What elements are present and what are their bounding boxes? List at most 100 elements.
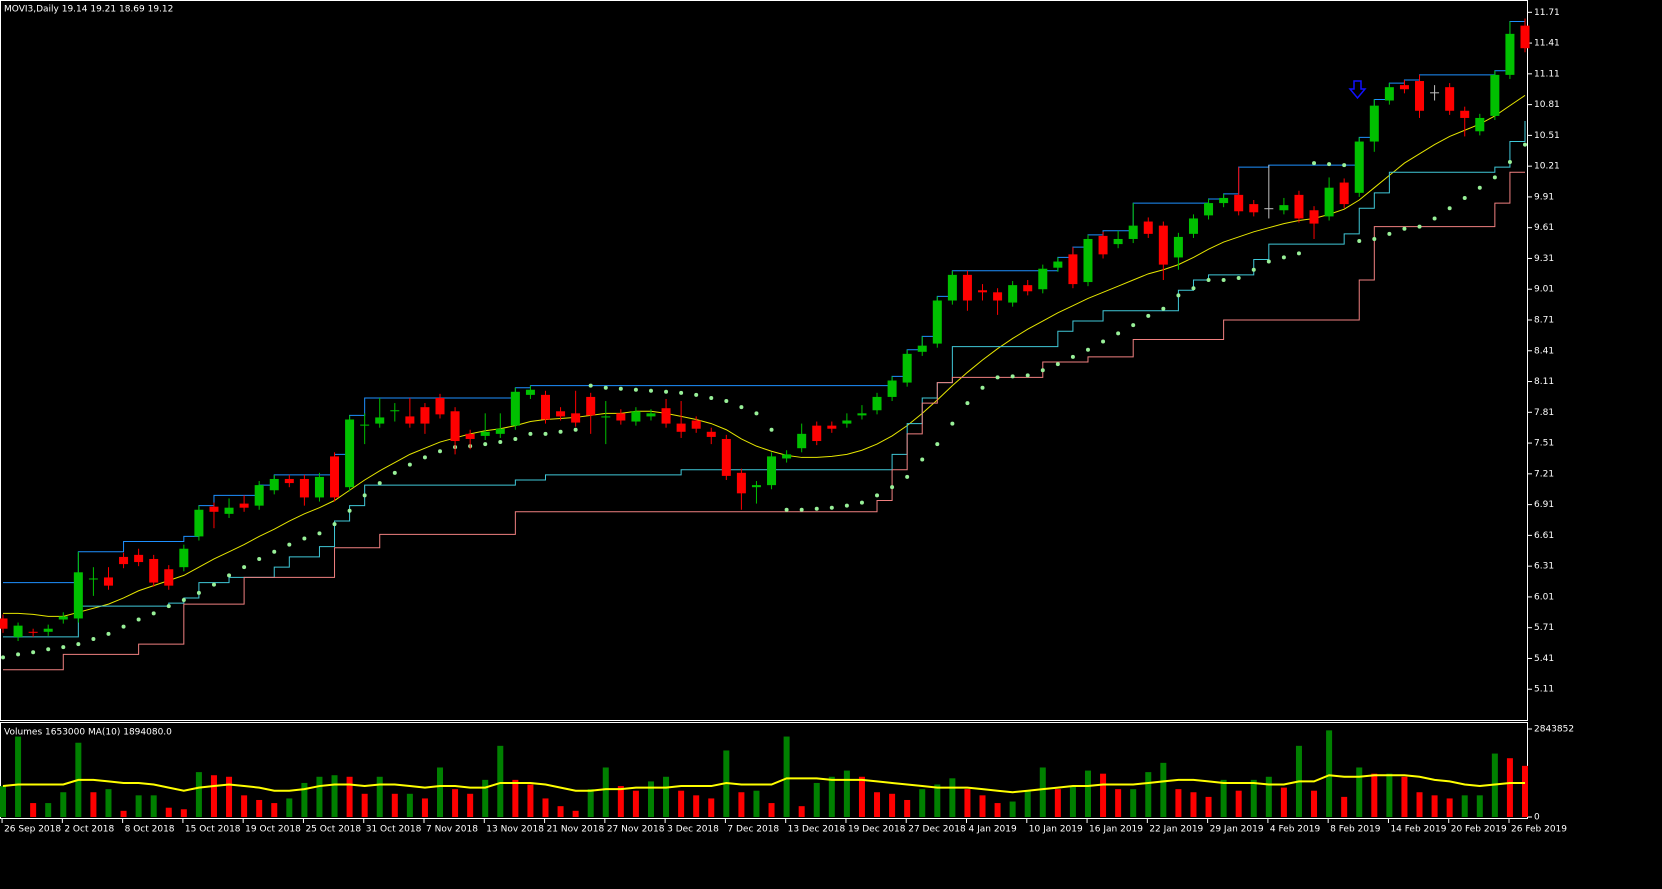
x-tick-label: 7 Nov 2018 [426,825,478,835]
x-tick-label: 27 Dec 2018 [908,825,966,835]
sar-dot [980,385,985,390]
candle-body [1475,117,1485,132]
volume-bar [843,770,850,817]
sar-dot [1523,142,1527,147]
sar-dot [317,531,322,536]
x-tick-label: 7 Dec 2018 [727,825,779,835]
x-tick-label: 4 Feb 2019 [1270,825,1321,835]
indicator-line [3,94,1526,617]
x-tick-label: 19 Dec 2018 [848,825,906,835]
y-tick-label: 9.91 [1534,192,1554,202]
sar-dot [1025,373,1030,378]
volume-bar [1054,789,1061,817]
sar-dot [1206,278,1211,282]
volume-bar [271,803,278,817]
candle-body [390,410,400,412]
volume-bar [768,803,775,817]
candle-body [254,485,264,506]
volume-bar [1386,773,1393,817]
sar-dot [227,573,232,578]
volume-bar [1069,786,1076,817]
volume-bar [1326,730,1333,817]
sar-dot [1116,331,1121,336]
y-tick-label: 10.81 [1534,100,1560,110]
sar-dot [1070,354,1075,359]
sar-dot [603,385,608,390]
candle-body [420,407,430,424]
candle-body [1339,182,1349,205]
volume-bar [889,793,896,817]
candle-body [646,413,656,417]
x-tick-label: 26 Feb 2019 [1511,825,1567,835]
candle-body [1143,221,1153,234]
sar-dot [709,395,714,400]
candle-body [842,420,852,424]
candle-body [917,345,927,352]
y-tick-label: 11.71 [1534,8,1560,18]
sar-dot [905,474,910,479]
candle-body [209,506,219,512]
candle-body [314,476,324,498]
x-tick-label: 31 Oct 2018 [366,825,422,835]
y-tick-label: 11.11 [1534,69,1560,79]
sar-dot [965,401,970,406]
candle-body [962,274,972,301]
volume-bar [105,789,112,817]
sar-dot [1,655,5,660]
sar-dot [573,427,578,432]
sar-dot [438,449,443,454]
y-tick-label: 7.21 [1534,469,1554,479]
candle-body [525,389,535,395]
volume-bar [1431,795,1438,817]
volume-bar [1009,801,1016,817]
volume-bar [331,775,338,817]
volume-bar [437,767,444,817]
x-tick-label: 25 Oct 2018 [305,825,361,835]
sar-dot [272,549,277,554]
volume-bar [708,798,715,817]
volume-bar [994,803,1001,817]
volume-bar [1250,779,1257,817]
sar-dot [1251,267,1256,272]
sar-dot [31,650,36,655]
volume-bar [663,776,670,817]
volume-bar [346,776,353,817]
volume-bar [210,775,217,817]
volume-bar [1416,792,1423,817]
candle-body [1445,87,1455,111]
candle-body [1038,268,1048,290]
candle-body [284,478,294,484]
candle-body [1188,218,1198,234]
candle-body [1128,225,1138,239]
volume-bar [482,779,489,817]
candle-body [601,416,611,418]
volume-bar [241,795,248,817]
sar-dot [814,506,819,511]
candle-body [1249,204,1259,213]
candle-body [360,424,370,426]
x-tick-label: 13 Nov 2018 [486,825,544,835]
candle-body [299,478,309,498]
x-tick-label: 20 Feb 2019 [1451,825,1507,835]
candle-body [661,408,671,424]
candle-body [872,396,882,411]
volume-bar [1145,772,1152,817]
volume-bar [858,776,865,817]
volume-bar [1371,773,1378,817]
volume-bar [497,745,504,817]
candle-body [1234,194,1244,212]
volume-tick-label: 0 [1534,813,1540,823]
sar-dot [242,565,247,570]
sar-dot [1085,347,1090,352]
sar-dot [935,442,940,447]
candle-body [224,507,234,514]
sar-dot [1342,163,1347,168]
candle-body [1204,203,1214,216]
volume-bar [452,789,459,817]
sar-dot [332,522,337,527]
sar-dot [1191,286,1196,291]
volume-bar [919,789,926,817]
sar-dot [106,631,111,636]
candle-body [495,428,505,434]
